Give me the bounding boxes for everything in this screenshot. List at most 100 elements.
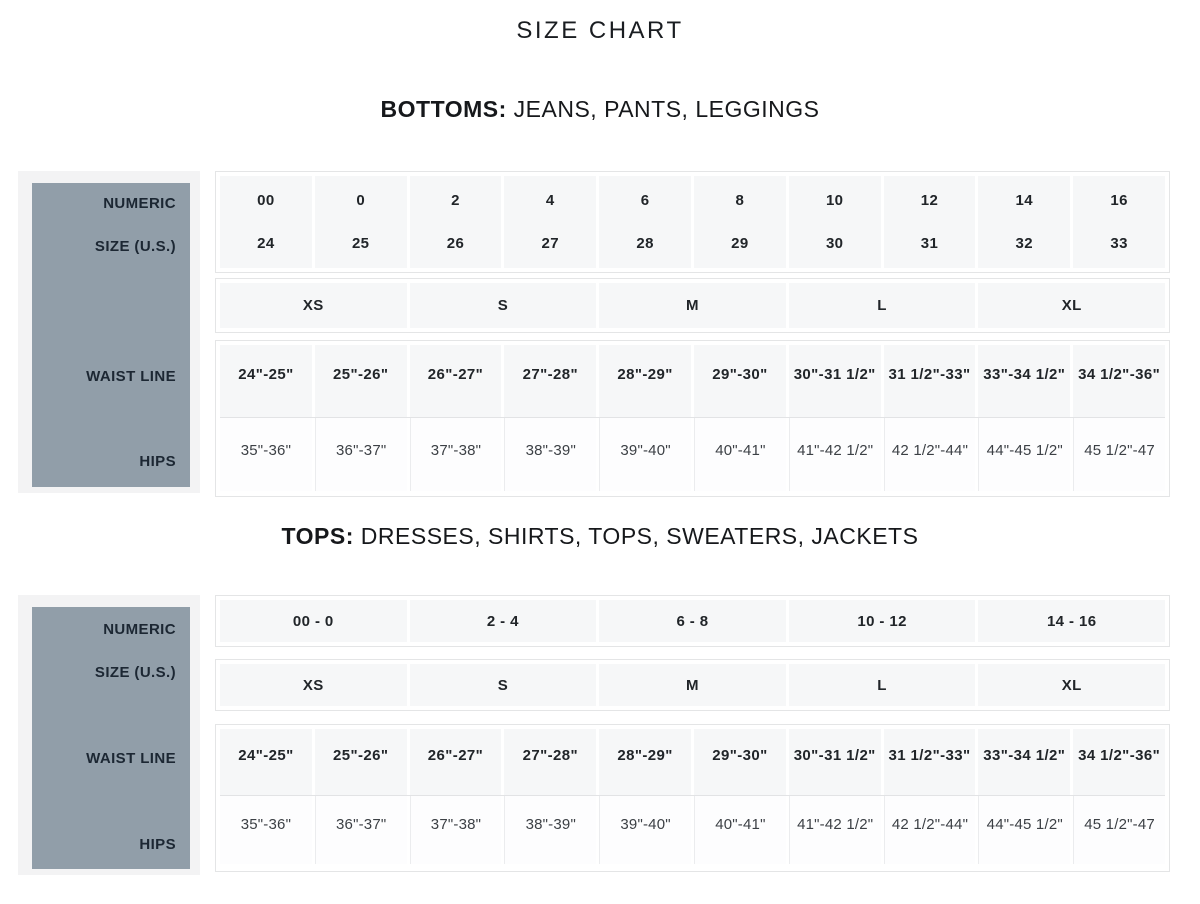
waist-size-value: 28 [636, 235, 654, 252]
waist-line-cell: 24"-25" [220, 729, 312, 795]
waist-line-row: 24"-25" 25"-26" 26"-27" 27"-28" 28"-29" 29"-3… [220, 729, 1165, 795]
numeric-range-cell: 6 - 8 [599, 600, 786, 642]
row-label-numeric: NUMERIC [103, 621, 176, 638]
numeric-range-cell: 00 - 0 [220, 600, 407, 642]
hips-cell: 36"-37" [314, 418, 407, 491]
waist-line-cell: 31 1/2"-33" [883, 729, 976, 795]
waist-line-cell: 34 1/2"-36" [1073, 345, 1165, 417]
numeric-range-cell: 10 - 12 [788, 600, 976, 642]
waist-line-cell: 27"-28" [504, 345, 597, 417]
size-table-bottoms: NUMERIC SIZE (U.S.) WAIST LINE HIPS 00 2… [18, 171, 1170, 497]
waist-line-cell: 28"-29" [599, 729, 691, 795]
letter-size-cell: XS [220, 664, 407, 706]
letter-size-cell: XL [978, 664, 1165, 706]
row-label-size-us: SIZE (U.S.) [94, 664, 176, 681]
numeric-size-value: 0 [356, 192, 366, 209]
waist-size-value: 31 [920, 235, 939, 252]
waist-line-cell: 29"-30" [694, 345, 786, 417]
letter-size-cell: XS [220, 283, 407, 328]
row-label-hips: HIPS [139, 453, 176, 470]
hips-row: 35"-36" 36"-37" 37"-38" 38"-39" 39"-40" 40"-4… [220, 418, 1165, 491]
numeric-size-cell: 4 27 [504, 176, 597, 268]
hips-cell: 45 1/2"-47 [1073, 418, 1165, 491]
hips-cell: 41"-42 1/2" [788, 418, 881, 491]
numeric-size-cell: 10 30 [788, 176, 881, 268]
hips-cell: 42 1/2"-44" [883, 418, 976, 491]
numeric-size-cell: 12 31 [883, 176, 976, 268]
row-divider [220, 417, 1165, 418]
hips-cell: 36"-37" [314, 796, 407, 864]
hips-cell: 45 1/2"-47 [1073, 796, 1165, 864]
letter-size-cell: S [409, 664, 597, 706]
measurements-block: 24"-25" 25"-26" 26"-27" 27"-28" 28"-29" 29"-3… [215, 340, 1170, 497]
hips-cell: 37"-38" [409, 796, 502, 864]
waist-size-value: 30 [825, 235, 844, 252]
waist-size-value: 33 [1110, 235, 1128, 252]
section-heading-bottoms: BOTTOMS: JEANS, PANTS, LEGGINGS [0, 96, 1200, 123]
letter-size-row: XS S M L XL [215, 278, 1170, 333]
numeric-size-value: 14 [1015, 192, 1034, 209]
waist-line-cell: 33"-34 1/2" [978, 345, 1071, 417]
waist-line-row: 24"-25" 25"-26" 26"-27" 27"-28" 28"-29" 29"-3… [220, 345, 1165, 417]
waist-line-cell: 26"-27" [409, 345, 502, 417]
letter-size-cell: L [788, 664, 976, 706]
row-label-panel: NUMERIC SIZE (U.S.) WAIST LINE HIPS [18, 595, 200, 875]
hips-cell: 39"-40" [599, 418, 691, 491]
numeric-size-value: 10 [825, 192, 844, 209]
size-table-tops: NUMERIC SIZE (U.S.) WAIST LINE HIPS 00 -… [18, 595, 1170, 875]
waist-size-value: 25 [351, 235, 370, 252]
waist-line-cell: 30"-31 1/2" [788, 345, 881, 417]
letter-size-cell: XL [978, 283, 1165, 328]
numeric-size-value: 12 [920, 192, 939, 209]
row-label-panel: NUMERIC SIZE (U.S.) WAIST LINE HIPS [18, 171, 200, 493]
waist-line-cell: 25"-26" [314, 729, 407, 795]
waist-size-value: 29 [731, 235, 749, 252]
waist-size-value: 26 [446, 235, 465, 252]
waist-line-cell: 31 1/2"-33" [883, 345, 976, 417]
waist-line-cell: 29"-30" [694, 729, 786, 795]
hips-cell: 38"-39" [504, 418, 597, 491]
hips-cell: 40"-41" [694, 796, 786, 864]
section-heading-tops-items: DRESSES, SHIRTS, TOPS, SWEATERS, JACKETS [353, 523, 919, 549]
waist-line-cell: 28"-29" [599, 345, 691, 417]
numeric-size-cell: 6 28 [599, 176, 691, 268]
letter-size-cell: L [788, 283, 976, 328]
section-heading-bottoms-label: BOTTOMS: [380, 96, 507, 122]
waist-size-value: 24 [257, 235, 275, 252]
row-label-numeric: NUMERIC [103, 195, 176, 212]
section-heading-tops: TOPS: DRESSES, SHIRTS, TOPS, SWEATERS, J… [0, 523, 1200, 550]
waist-line-cell: 30"-31 1/2" [788, 729, 881, 795]
hips-cell: 35"-36" [220, 796, 312, 864]
numeric-size-row: 00 24 0 25 2 26 4 27 6 28 8 29 10 30 12 [215, 171, 1170, 273]
row-label-waist-line: WAIST LINE [86, 750, 176, 767]
measurements-block: 24"-25" 25"-26" 26"-27" 27"-28" 28"-29" 29"-3… [215, 724, 1170, 872]
size-table-bottoms-main: 00 24 0 25 2 26 4 27 6 28 8 29 10 30 12 [215, 171, 1170, 497]
waist-line-cell: 33"-34 1/2" [978, 729, 1071, 795]
waist-size-value: 32 [1015, 235, 1034, 252]
numeric-range-cell: 2 - 4 [409, 600, 597, 642]
hips-cell: 38"-39" [504, 796, 597, 864]
hips-cell: 35"-36" [220, 418, 312, 491]
hips-cell: 44"-45 1/2" [978, 796, 1071, 864]
letter-size-cell: S [409, 283, 597, 328]
row-label-waist-line: WAIST LINE [86, 368, 176, 385]
waist-line-cell: 34 1/2"-36" [1073, 729, 1165, 795]
row-label-box: NUMERIC SIZE (U.S.) WAIST LINE HIPS [32, 607, 190, 869]
page-title: SIZE CHART [516, 17, 684, 44]
row-label-hips: HIPS [139, 836, 176, 853]
numeric-size-value: 2 [451, 192, 460, 209]
numeric-size-cell: 00 24 [220, 176, 312, 268]
hips-cell: 41"-42 1/2" [788, 796, 881, 864]
hips-cell: 39"-40" [599, 796, 691, 864]
numeric-size-cell: 8 29 [694, 176, 786, 268]
section-heading-bottoms-items: JEANS, PANTS, LEGGINGS [506, 96, 820, 122]
numeric-size-value: 8 [735, 192, 745, 209]
hips-cell: 40"-41" [694, 418, 786, 491]
hips-row: 35"-36" 36"-37" 37"-38" 38"-39" 39"-40" 40"-4… [220, 796, 1165, 864]
letter-size-cell: M [599, 664, 786, 706]
numeric-size-cell: 16 33 [1073, 176, 1165, 268]
waist-line-cell: 24"-25" [220, 345, 312, 417]
waist-line-cell: 27"-28" [504, 729, 597, 795]
